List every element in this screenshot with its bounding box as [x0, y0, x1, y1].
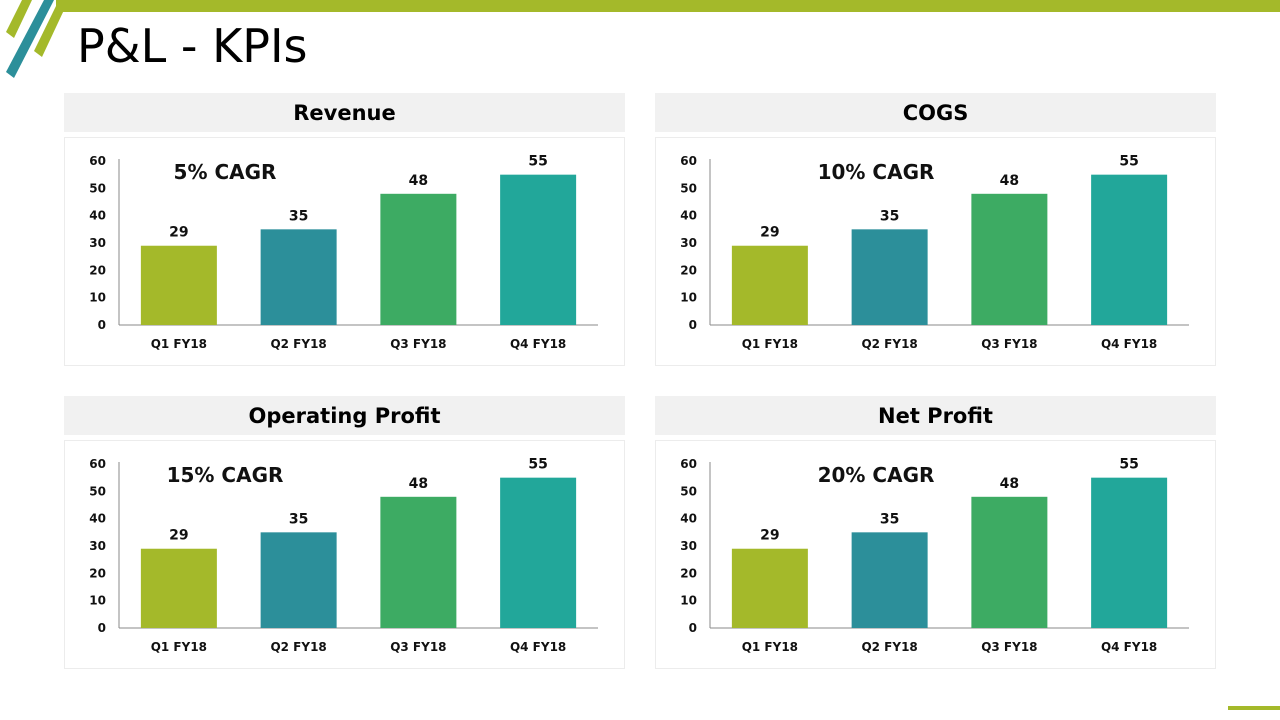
- x-tick-label: Q4 FY18: [510, 337, 566, 351]
- bar: [731, 548, 808, 628]
- y-tick-label: 20: [89, 263, 106, 277]
- y-tick-label: 0: [689, 621, 697, 635]
- y-tick-label: 0: [689, 318, 697, 332]
- data-label: 29: [760, 528, 779, 544]
- data-label: 48: [409, 476, 428, 492]
- cogs-bar-chart: 0 10 20 30 40 50 60 29 Q1 FY18 35 Q2 FY18 48 Q3 FY18…: [680, 154, 1189, 351]
- y-tick-label: 40: [680, 209, 697, 223]
- bar: [971, 193, 1048, 325]
- chart-panel-cogs: 0 10 20 30 40 50 60 29 Q1 FY18 35 Q2 FY18 48 Q3 FY18…: [655, 137, 1216, 366]
- bar: [380, 193, 457, 325]
- bar: [140, 548, 217, 628]
- page-title: P&L - KPIs: [77, 19, 308, 73]
- bar: [140, 245, 217, 325]
- bar: [971, 496, 1048, 628]
- data-label: 29: [760, 225, 779, 241]
- data-label: 55: [1119, 457, 1138, 473]
- y-tick-label: 30: [89, 236, 106, 250]
- panel-heading-net-profit: Net Profit: [655, 396, 1216, 435]
- bar: [500, 477, 577, 628]
- x-tick-label: Q4 FY18: [1101, 640, 1157, 654]
- y-tick-label: 30: [680, 236, 697, 250]
- bar: [380, 496, 457, 628]
- stripe-green-left: [6, 0, 32, 38]
- bottom-accent-line: [1228, 706, 1280, 710]
- stripe-green-right: [34, 6, 64, 57]
- cagr-annotation: 5% CAGR: [174, 160, 277, 184]
- chart-panel-operating-profit: 0 10 20 30 40 50 60 29 Q1 FY18 35 Q2 FY18 48 Q3 FY18…: [64, 440, 625, 669]
- stripe-teal: [6, 0, 54, 78]
- y-tick-label: 30: [680, 539, 697, 553]
- data-label: 29: [169, 225, 188, 241]
- data-label: 55: [528, 154, 547, 170]
- data-label: 35: [880, 511, 899, 527]
- x-tick-label: Q3 FY18: [981, 640, 1037, 654]
- data-label: 35: [289, 511, 308, 527]
- data-label: 29: [169, 528, 188, 544]
- bar: [851, 229, 928, 325]
- x-tick-label: Q2 FY18: [861, 640, 917, 654]
- top-accent-bar: [56, 0, 1280, 12]
- bar: [1091, 174, 1168, 325]
- x-tick-label: Q1 FY18: [151, 640, 207, 654]
- panel-heading-operating-profit: Operating Profit: [64, 396, 625, 435]
- cagr-annotation: 10% CAGR: [818, 160, 935, 184]
- x-tick-label: Q4 FY18: [1101, 337, 1157, 351]
- y-tick-label: 30: [89, 539, 106, 553]
- x-tick-label: Q1 FY18: [742, 640, 798, 654]
- x-tick-label: Q4 FY18: [510, 640, 566, 654]
- revenue-bar-chart: 0 10 20 30 40 50 60 29 Q1 FY18 35 Q2 FY18 48 Q3 FY18…: [89, 154, 598, 351]
- bar: [260, 532, 337, 628]
- x-tick-label: Q3 FY18: [390, 640, 446, 654]
- cagr-annotation: 15% CAGR: [167, 463, 284, 487]
- data-label: 48: [409, 173, 428, 189]
- y-tick-label: 0: [98, 621, 106, 635]
- data-label: 55: [1119, 154, 1138, 170]
- data-label: 35: [880, 208, 899, 224]
- y-tick-label: 50: [680, 484, 697, 498]
- x-tick-label: Q2 FY18: [861, 337, 917, 351]
- chart-panel-revenue: 0 10 20 30 40 50 60 29 Q1 FY18 35 Q2 FY18 48 Q3 FY18…: [64, 137, 625, 366]
- data-label: 55: [528, 457, 547, 473]
- y-tick-label: 40: [89, 209, 106, 223]
- y-tick-label: 50: [680, 181, 697, 195]
- data-label: 48: [1000, 173, 1019, 189]
- y-tick-label: 40: [680, 512, 697, 526]
- net-profit-bar-chart: 0 10 20 30 40 50 60 29 Q1 FY18 35 Q2 FY18 48 Q3 FY18…: [680, 457, 1189, 654]
- y-tick-label: 50: [89, 484, 106, 498]
- y-tick-label: 60: [89, 154, 106, 168]
- y-tick-label: 20: [680, 566, 697, 580]
- operating-profit-bar-chart: 0 10 20 30 40 50 60 29 Q1 FY18 35 Q2 FY18 48 Q3 FY18…: [89, 457, 598, 654]
- x-tick-label: Q1 FY18: [151, 337, 207, 351]
- y-tick-label: 10: [680, 594, 697, 608]
- bar: [260, 229, 337, 325]
- cagr-annotation: 20% CAGR: [818, 463, 935, 487]
- bar: [500, 174, 577, 325]
- data-label: 35: [289, 208, 308, 224]
- corner-stripes-decoration: [6, 0, 64, 78]
- chart-panel-net-profit: 0 10 20 30 40 50 60 29 Q1 FY18 35 Q2 FY18 48 Q3 FY18…: [655, 440, 1216, 669]
- y-tick-label: 10: [89, 594, 106, 608]
- y-tick-label: 10: [89, 291, 106, 305]
- x-tick-label: Q3 FY18: [390, 337, 446, 351]
- x-tick-label: Q2 FY18: [270, 337, 326, 351]
- y-tick-label: 40: [89, 512, 106, 526]
- x-tick-label: Q3 FY18: [981, 337, 1037, 351]
- y-tick-label: 60: [680, 154, 697, 168]
- panel-heading-revenue: Revenue: [64, 93, 625, 132]
- y-tick-label: 0: [98, 318, 106, 332]
- data-label: 48: [1000, 476, 1019, 492]
- x-tick-label: Q1 FY18: [742, 337, 798, 351]
- panel-heading-cogs: COGS: [655, 93, 1216, 132]
- y-tick-label: 20: [680, 263, 697, 277]
- y-tick-label: 20: [89, 566, 106, 580]
- y-tick-label: 60: [680, 457, 697, 471]
- y-tick-label: 10: [680, 291, 697, 305]
- x-tick-label: Q2 FY18: [270, 640, 326, 654]
- y-tick-label: 50: [89, 181, 106, 195]
- bar: [851, 532, 928, 628]
- bar: [731, 245, 808, 325]
- bar: [1091, 477, 1168, 628]
- y-tick-label: 60: [89, 457, 106, 471]
